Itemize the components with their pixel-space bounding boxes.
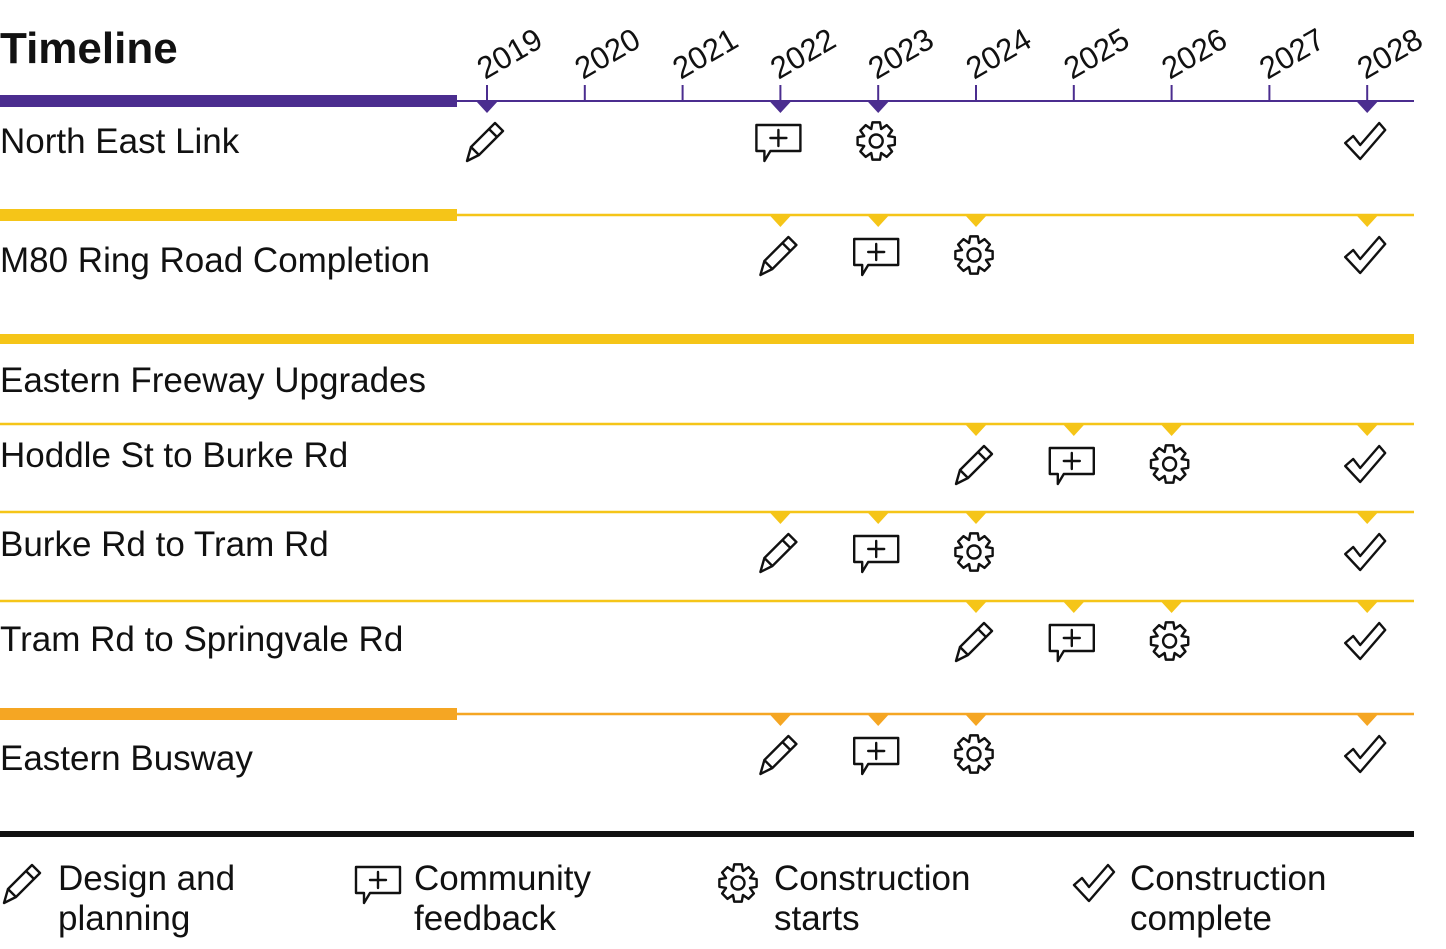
milestone-marker bbox=[1356, 215, 1379, 227]
milestone-marker bbox=[769, 101, 792, 113]
year-label: 2026 bbox=[1156, 21, 1233, 86]
timeline-title: Timeline bbox=[0, 24, 178, 73]
project-row: Eastern Freeway Upgrades bbox=[0, 334, 1414, 400]
row-accent-bar bbox=[0, 708, 457, 720]
year-label: 2022 bbox=[764, 21, 841, 86]
milestone-marker bbox=[965, 714, 987, 726]
row-label: Hoddle St to Burke Rd bbox=[0, 436, 348, 475]
pencil-icon bbox=[2, 863, 42, 905]
year-label: 2020 bbox=[569, 21, 646, 86]
milestone-marker bbox=[1356, 714, 1379, 726]
milestone-marker bbox=[965, 512, 987, 524]
legend-label: feedback bbox=[414, 899, 557, 938]
milestone-marker bbox=[769, 512, 792, 524]
row-accent-bar bbox=[0, 95, 457, 107]
pencil-icon bbox=[759, 734, 798, 776]
row-label: Burke Rd to Tram Rd bbox=[0, 525, 329, 564]
legend-label: Construction bbox=[1130, 859, 1326, 898]
year-label: 2025 bbox=[1058, 21, 1135, 86]
row-label: Tram Rd to Springvale Rd bbox=[0, 620, 403, 659]
legend-label: planning bbox=[58, 899, 190, 938]
gear-icon bbox=[954, 734, 994, 774]
year-label: 2021 bbox=[667, 21, 744, 86]
legend-label: Construction bbox=[774, 859, 970, 898]
project-row: Tram Rd to Springvale Rd bbox=[0, 599, 1414, 663]
gear-icon bbox=[1149, 444, 1190, 484]
project-row: Burke Rd to Tram Rd bbox=[0, 510, 1414, 574]
milestone-marker bbox=[965, 424, 987, 436]
speech-bubble-plus-icon bbox=[755, 123, 802, 163]
legend-label: Design and bbox=[58, 859, 235, 898]
gear-icon bbox=[954, 235, 994, 275]
project-row: Eastern Busway bbox=[0, 708, 1414, 778]
gear-icon bbox=[1149, 621, 1190, 661]
pencil-icon bbox=[954, 621, 994, 663]
milestone-marker bbox=[965, 215, 987, 227]
row-label: M80 Ring Road Completion bbox=[0, 241, 430, 280]
milestone-marker bbox=[1356, 512, 1379, 524]
speech-bubble-plus-icon bbox=[853, 237, 900, 277]
speech-bubble-plus-icon bbox=[1048, 623, 1096, 663]
milestone-marker bbox=[1062, 424, 1085, 436]
milestone-marker bbox=[867, 512, 890, 524]
checkmark-icon bbox=[1343, 734, 1387, 774]
milestone-marker bbox=[1160, 601, 1183, 613]
group-bar bbox=[0, 334, 1414, 344]
pencil-icon bbox=[465, 121, 505, 163]
legend-label: complete bbox=[1130, 899, 1272, 938]
legend-label: starts bbox=[774, 899, 860, 938]
milestone-marker bbox=[867, 714, 890, 726]
checkmark-icon bbox=[1343, 121, 1387, 161]
checkmark-icon bbox=[1343, 621, 1387, 661]
milestone-marker bbox=[1160, 424, 1183, 436]
milestone-marker bbox=[1356, 101, 1379, 113]
year-label: 2019 bbox=[471, 21, 548, 86]
gear-icon bbox=[718, 863, 758, 903]
year-label: 2028 bbox=[1351, 21, 1428, 86]
milestone-marker bbox=[1356, 424, 1379, 436]
year-label: 2027 bbox=[1253, 21, 1330, 86]
row-label: Eastern Freeway Upgrades bbox=[0, 361, 426, 400]
pencil-icon bbox=[759, 532, 798, 574]
milestone-marker bbox=[867, 101, 890, 113]
speech-bubble-plus-icon bbox=[354, 865, 402, 905]
checkmark-icon bbox=[1343, 444, 1387, 484]
speech-bubble-plus-icon bbox=[853, 534, 900, 574]
year-label: 2023 bbox=[862, 21, 939, 86]
milestone-marker bbox=[1356, 601, 1379, 613]
checkmark-icon bbox=[1072, 863, 1116, 903]
gear-icon bbox=[856, 121, 897, 161]
project-row: M80 Ring Road Completion bbox=[0, 209, 1414, 280]
speech-bubble-plus-icon bbox=[853, 736, 900, 776]
legend-label: Community bbox=[414, 859, 591, 898]
year-axis: 2019 2020 2021 2022 2023 2024 2025 2026 2027 2028 bbox=[471, 21, 1428, 86]
milestone-marker bbox=[1062, 601, 1085, 613]
milestone-marker bbox=[769, 215, 792, 227]
checkmark-icon bbox=[1343, 235, 1387, 275]
project-row: North East Link bbox=[0, 85, 1414, 163]
milestone-marker bbox=[867, 215, 890, 227]
milestone-marker bbox=[769, 714, 792, 726]
row-label: North East Link bbox=[0, 122, 240, 161]
row-label: Eastern Busway bbox=[0, 739, 253, 778]
year-label: 2024 bbox=[960, 21, 1037, 86]
pencil-icon bbox=[759, 235, 798, 277]
milestone-marker bbox=[965, 601, 987, 613]
pencil-icon bbox=[954, 444, 994, 486]
project-rows: North East Link M80 Ring Road Completion E… bbox=[0, 85, 1414, 778]
gear-icon bbox=[954, 532, 994, 572]
project-row: Hoddle St to Burke Rd bbox=[0, 422, 1414, 486]
row-accent-bar bbox=[0, 209, 457, 221]
checkmark-icon bbox=[1343, 532, 1387, 572]
speech-bubble-plus-icon bbox=[1048, 446, 1096, 486]
milestone-marker bbox=[476, 101, 498, 113]
